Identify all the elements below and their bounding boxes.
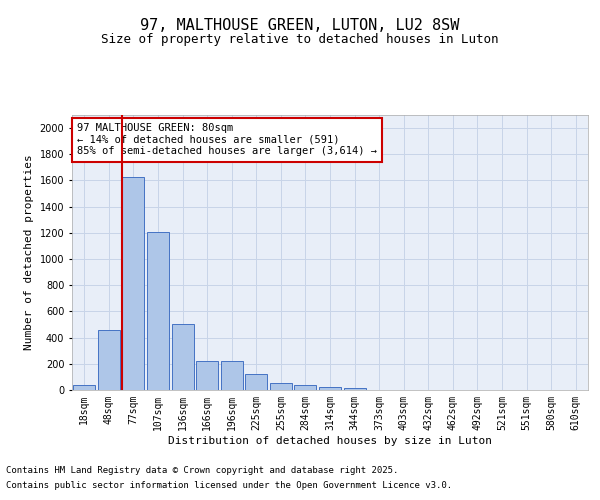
Bar [196,361,218,390]
Bar [344,388,365,390]
Bar [98,330,120,390]
Bar [172,324,194,390]
Bar [270,384,292,390]
Bar [221,361,243,390]
Y-axis label: Number of detached properties: Number of detached properties [24,154,34,350]
Bar [122,176,145,390]
Text: Contains HM Land Registry data © Crown copyright and database right 2025.: Contains HM Land Registry data © Crown c… [6,466,398,475]
Bar [147,232,169,390]
X-axis label: Distribution of detached houses by size in Luton: Distribution of detached houses by size … [168,436,492,446]
Text: Contains public sector information licensed under the Open Government Licence v3: Contains public sector information licen… [6,481,452,490]
Bar [245,374,268,390]
Text: Size of property relative to detached houses in Luton: Size of property relative to detached ho… [101,32,499,46]
Bar [73,386,95,390]
Bar [319,386,341,390]
Bar [295,385,316,390]
Text: 97 MALTHOUSE GREEN: 80sqm
← 14% of detached houses are smaller (591)
85% of semi: 97 MALTHOUSE GREEN: 80sqm ← 14% of detac… [77,123,377,156]
Text: 97, MALTHOUSE GREEN, LUTON, LU2 8SW: 97, MALTHOUSE GREEN, LUTON, LU2 8SW [140,18,460,32]
